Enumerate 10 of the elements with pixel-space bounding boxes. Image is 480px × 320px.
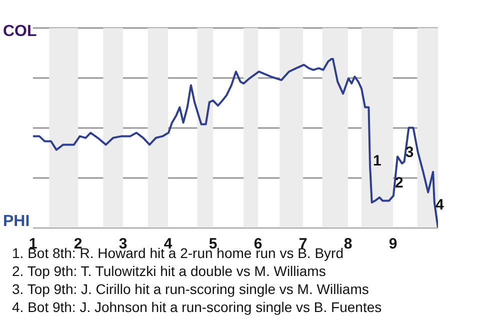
annotation: 4	[436, 196, 444, 214]
text: COL	[3, 23, 37, 40]
annotation: 2	[395, 174, 404, 192]
text: 3. Top 9th: J. Cirillo hit a run-scoring single vs M. Williams	[12, 280, 370, 298]
x-tick-label: 8	[344, 236, 352, 253]
text: 2. Top 9th: T. Tulowitzki hit a double vs M. Williams	[12, 262, 327, 280]
annotation: 1	[372, 152, 382, 170]
x-tick-label: 9	[388, 236, 398, 253]
text: PHI	[3, 213, 30, 230]
text: 4. Bot 9th: J. Johnson hit a run-scoring single vs B. Fuentes	[12, 298, 382, 316]
